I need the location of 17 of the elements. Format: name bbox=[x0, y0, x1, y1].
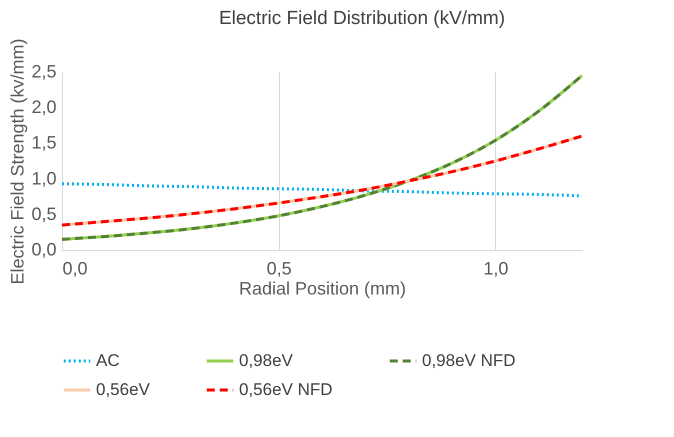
x-tick-label: 1,0 bbox=[483, 258, 508, 278]
legend-label: 0,56eV bbox=[96, 380, 151, 399]
legend-label: 0,56eV NFD bbox=[239, 380, 333, 399]
legend-label: 0,98eV bbox=[239, 351, 294, 370]
y-tick-label: 1,5 bbox=[31, 132, 56, 153]
x-tick-label: 0,0 bbox=[62, 258, 88, 278]
legend-label: AC bbox=[96, 351, 120, 370]
y-tick-label: 0,0 bbox=[31, 240, 56, 260]
x-tick-label: 0,5 bbox=[266, 258, 292, 278]
y-tick-label: 1,0 bbox=[31, 168, 56, 188]
y-tick-label: 2,5 bbox=[31, 62, 56, 82]
chart-title: Electric Field Distribution (kV/mm) bbox=[218, 8, 506, 29]
x-axis-title: Radial Position (mm) bbox=[238, 278, 406, 298]
legend-label: 0,98eV NFD bbox=[422, 351, 516, 370]
y-tick-label: 2,0 bbox=[31, 97, 56, 118]
y-axis-title: Electric Field Strength (kv/mm) bbox=[7, 38, 28, 285]
y-tick-label: 0,5 bbox=[31, 204, 56, 224]
